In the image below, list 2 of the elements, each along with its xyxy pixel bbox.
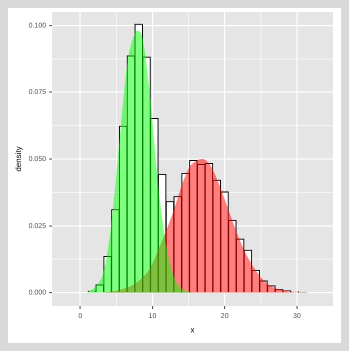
x-axis-title: x (190, 325, 195, 334)
y-axis-title: density (14, 146, 24, 172)
